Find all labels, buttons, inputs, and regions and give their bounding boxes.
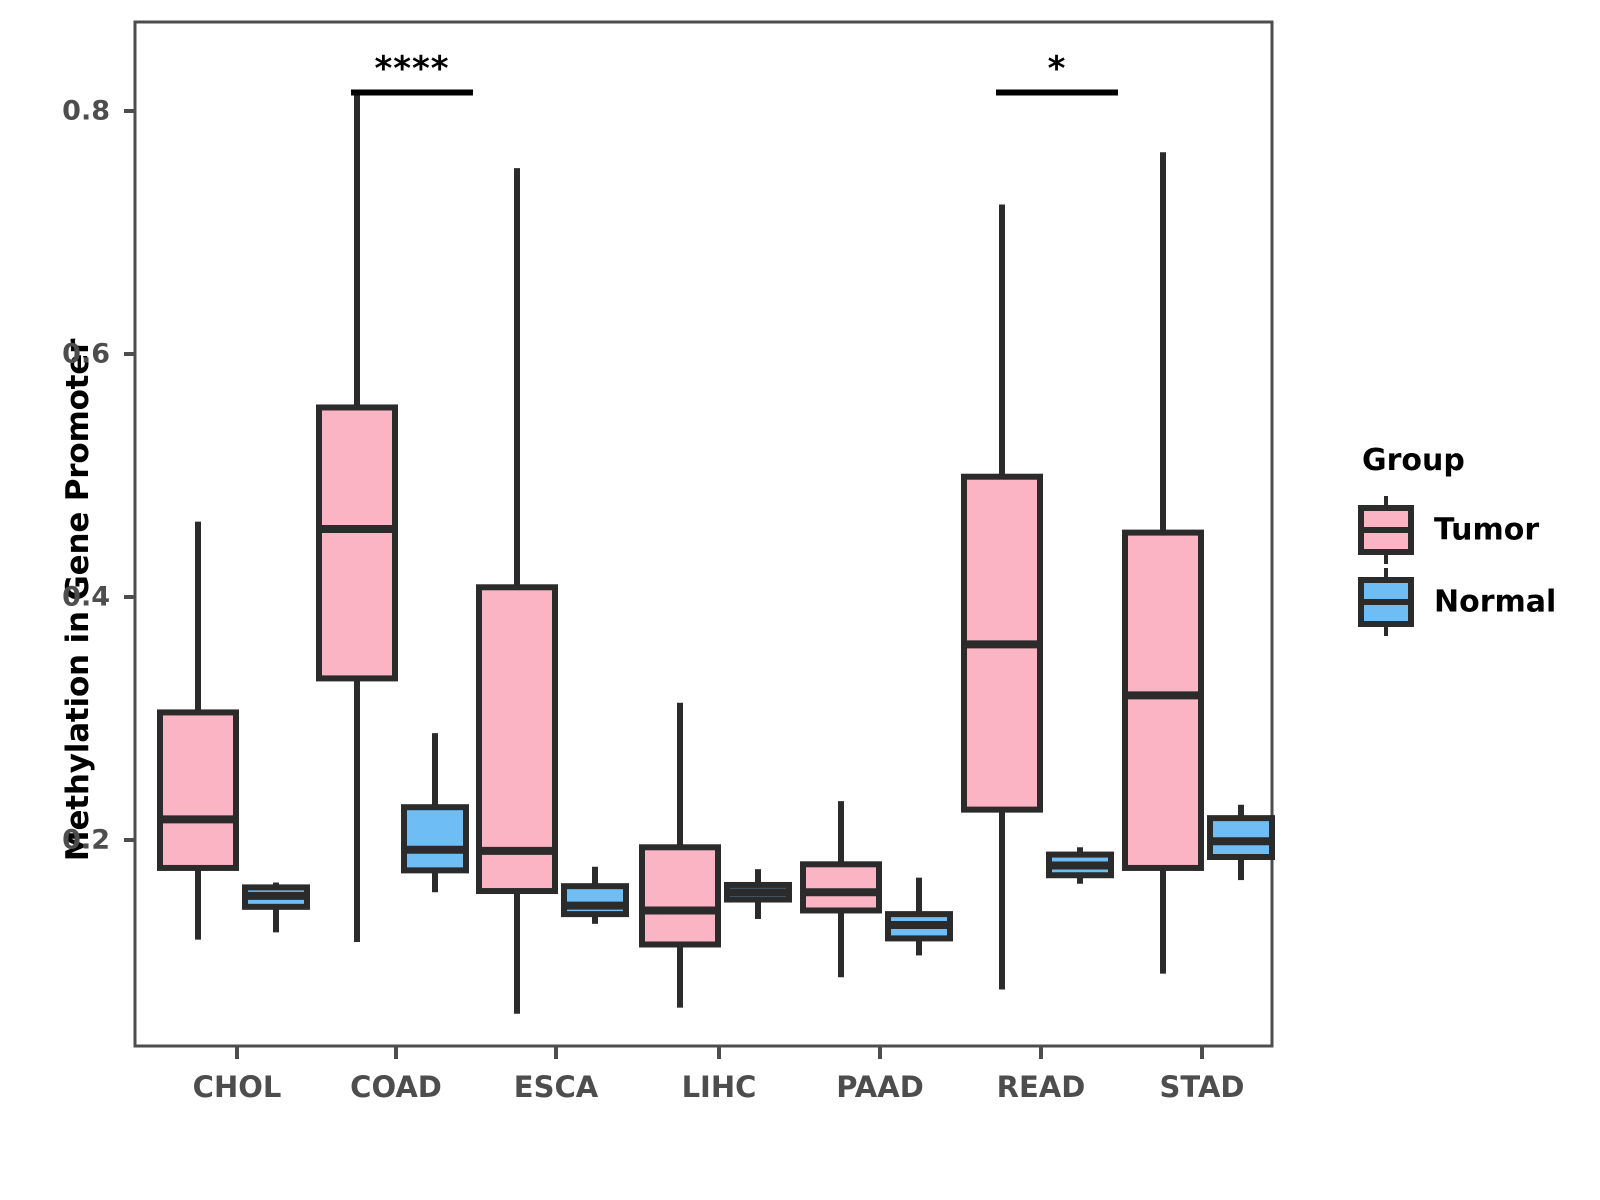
box: [157, 709, 239, 871]
box: [476, 584, 558, 895]
x-tick-label-esca: ESCA: [513, 1070, 599, 1104]
box: [1122, 529, 1204, 871]
y-tick-label: 0.8: [62, 95, 110, 127]
boxplot-tumor-lihc: [639, 702, 721, 1008]
boxplot-tumor-paad: [800, 801, 882, 978]
box: [800, 861, 882, 914]
boxplot-tumor-esca: [476, 168, 558, 1014]
legend-title: Group: [1362, 443, 1465, 478]
boxplot-tumor-chol: [157, 521, 239, 940]
box: [316, 404, 398, 682]
legend-key-tumor[interactable]: [1358, 496, 1414, 564]
significance-label-read: *: [1047, 48, 1067, 89]
boxplot-tumor-coad: [316, 91, 398, 943]
box: [401, 804, 469, 874]
boxplot-tumor-stad: [1122, 152, 1204, 974]
box: [639, 844, 721, 948]
boxplot-normal-stad: [1207, 804, 1275, 881]
boxplot-normal-coad: [401, 733, 469, 893]
x-tick-label-stad: STAD: [1159, 1070, 1245, 1104]
x-tick-label-paad: PAAD: [836, 1070, 924, 1104]
significance-label-coad: ****: [374, 48, 450, 89]
x-tick-label-coad: COAD: [350, 1070, 442, 1104]
boxplot-normal-paad: [885, 877, 953, 956]
legend-label-normal: Normal: [1434, 584, 1557, 620]
y-tick-label: 0.6: [62, 338, 110, 370]
boxplot-tumor-read: [961, 204, 1043, 990]
boxplot-normal-read: [1046, 847, 1114, 884]
legend-label-tumor: Tumor: [1434, 512, 1540, 548]
x-tick-label-lihc: LIHC: [681, 1070, 757, 1104]
x-tick-label-chol: CHOL: [192, 1070, 282, 1104]
legend-key-normal[interactable]: [1358, 568, 1414, 636]
boxplot-normal-lihc: [724, 869, 792, 919]
y-tick-label: 0.4: [62, 581, 110, 613]
y-tick-label: 0.2: [62, 824, 110, 856]
boxplot-normal-chol: [242, 882, 310, 933]
boxplot-normal-esca: [561, 866, 629, 924]
box: [561, 883, 629, 918]
x-tick-label-read: READ: [996, 1070, 1086, 1104]
